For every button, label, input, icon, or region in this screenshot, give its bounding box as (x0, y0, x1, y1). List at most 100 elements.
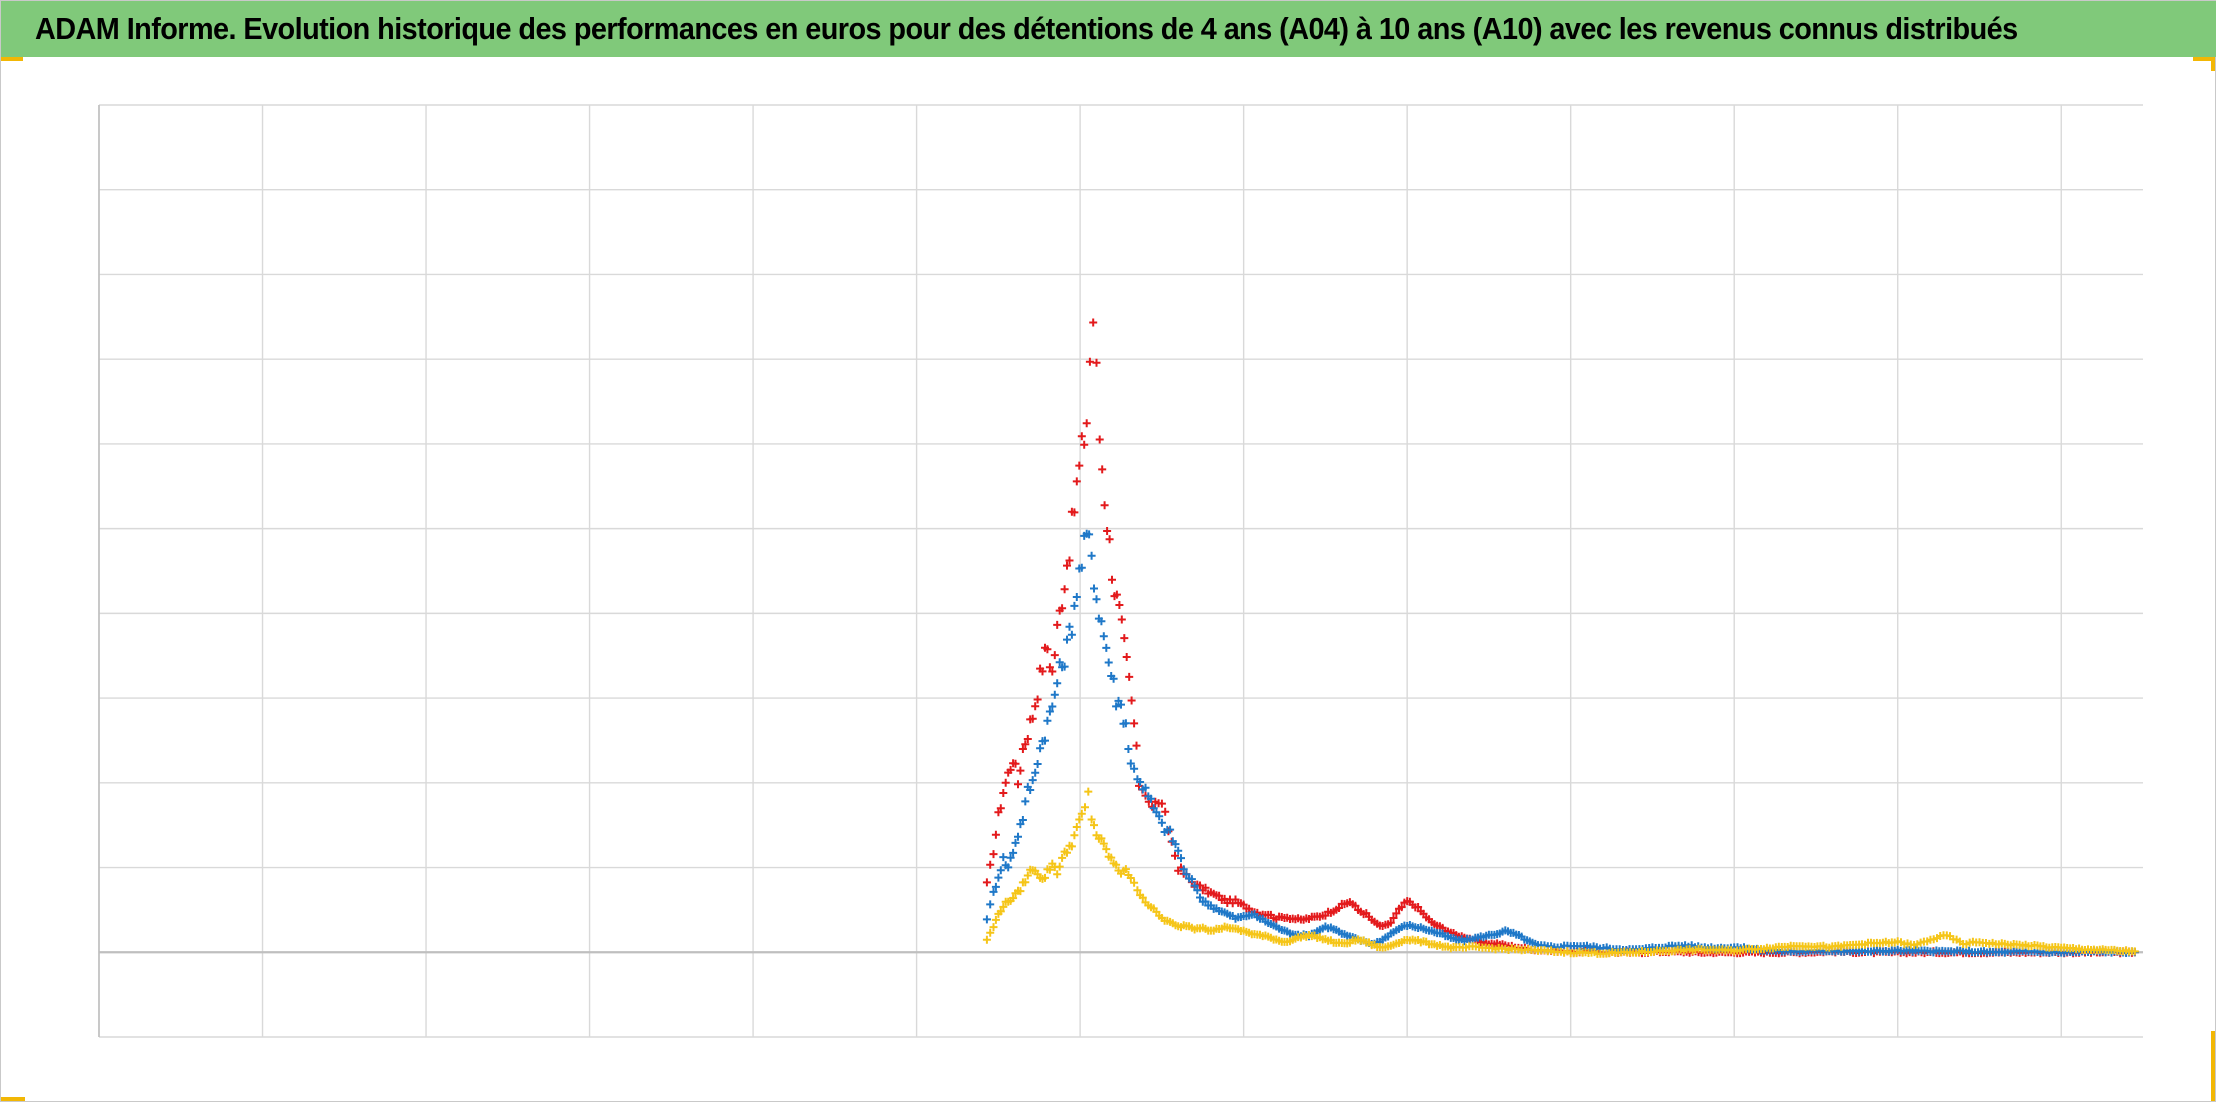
series-2-point (1004, 863, 1013, 872)
series-1-point (1161, 807, 1170, 816)
series-1-point (1132, 741, 1141, 750)
series-2-point (1097, 617, 1106, 626)
series-1-point (1072, 477, 1081, 486)
series-2-point (1077, 563, 1086, 572)
series-1-point (1080, 440, 1089, 449)
series-1-point (1077, 432, 1086, 441)
series-1-point (1414, 903, 1423, 911)
series-3-point (1023, 871, 1032, 880)
series-2-point (1130, 764, 1139, 773)
series-2-point (1104, 658, 1113, 667)
series-2-point (1006, 853, 1015, 862)
series-2-point (1099, 632, 1108, 641)
series-1-point (1201, 883, 1210, 892)
series-1-point (1130, 719, 1139, 728)
series-3-point (1097, 834, 1106, 843)
series-3-point (1009, 894, 1018, 903)
series-1-point (1392, 909, 1401, 918)
series-3-point (1021, 878, 1030, 887)
series-2-point (1190, 881, 1199, 890)
series-2-point (1090, 584, 1098, 593)
series-1-point (996, 804, 1005, 813)
series-1-point (1033, 695, 1042, 704)
series-2-point (1009, 848, 1018, 857)
corner-mark-bottom-right (2211, 1031, 2215, 1101)
series-3-point (1121, 865, 1130, 874)
series-1-point (1100, 501, 1109, 510)
series-3-point (1130, 878, 1139, 887)
series-3-point (1077, 809, 1086, 818)
series-1-point (1105, 535, 1114, 544)
series-2-point (1060, 662, 1069, 671)
series-2-point (994, 873, 1003, 882)
series-1-point (1058, 604, 1067, 613)
series-2-point (1182, 870, 1191, 879)
series-3-point (1112, 860, 1121, 869)
series-3-point (1099, 839, 1108, 848)
series-2-point (1026, 786, 1035, 794)
series-3-point (1016, 887, 1025, 896)
series-2-point (1147, 794, 1155, 803)
series-2-point (1067, 630, 1076, 639)
series-2-point (1011, 838, 1020, 847)
series-3-point (1087, 815, 1096, 824)
series-3-point (1045, 865, 1054, 874)
series-3-point (1126, 874, 1135, 882)
series-1-point (986, 860, 995, 869)
series-2-point (1014, 832, 1022, 841)
series-1-point (1014, 780, 1022, 789)
series-2-point (999, 853, 1008, 862)
series-3-point (1041, 873, 1049, 882)
series-1-point (1038, 667, 1047, 676)
axis-layer (98, 105, 2143, 1037)
series-3 (982, 787, 2139, 958)
series-2-point (1141, 783, 1150, 792)
series-1-point (1089, 318, 1098, 327)
chart-title: ADAM Informe. Evolution historique des p… (35, 11, 2018, 46)
series-1-point (1397, 903, 1406, 912)
series-2-point (1087, 551, 1096, 560)
series-2-point (1174, 846, 1183, 855)
series-1-point (1120, 634, 1129, 643)
series-1-point (1053, 620, 1062, 629)
series-1-point (1092, 358, 1101, 367)
series-2-point (1155, 812, 1164, 821)
series-3-point (1070, 831, 1079, 840)
series-2-point (1085, 530, 1094, 539)
series-1-point (1171, 851, 1179, 860)
corner-mark-top-right-vertical (2211, 57, 2215, 71)
series-2-point (1031, 768, 1040, 777)
series-3-point (991, 915, 1000, 924)
series-1-point (1108, 575, 1116, 584)
series-3-point (1102, 845, 1111, 854)
series-2-point (1072, 593, 1081, 601)
series-2-point (1102, 643, 1111, 652)
series-1-point (1103, 527, 1112, 535)
series-2-point (1041, 736, 1049, 745)
series-1-point (1075, 461, 1084, 470)
series-2-point (1121, 719, 1130, 728)
series-1-point (1043, 645, 1052, 654)
series-1-point (1016, 766, 1025, 775)
series-1-point (1082, 419, 1091, 428)
series-3-point (1053, 870, 1062, 879)
series-3-point (1133, 886, 1142, 895)
series-2-point (1177, 854, 1185, 863)
series-2-point (1018, 816, 1027, 824)
series-2-point (1028, 776, 1037, 785)
series-1-point (1386, 918, 1395, 927)
series-2-point (1065, 622, 1074, 631)
series-2-point (1124, 745, 1133, 753)
series-1-point (999, 789, 1008, 797)
series-2-point (1196, 893, 1204, 902)
series-2-point (991, 882, 1000, 891)
series-2-point (1050, 690, 1059, 699)
series-1-point (1063, 561, 1071, 570)
series-2-point (1092, 595, 1101, 604)
series-1-point (982, 878, 991, 887)
series-1-point (1011, 759, 1020, 768)
series-2-point (1053, 679, 1062, 688)
series-3-point (1090, 821, 1098, 830)
series-2-point (1193, 886, 1202, 895)
